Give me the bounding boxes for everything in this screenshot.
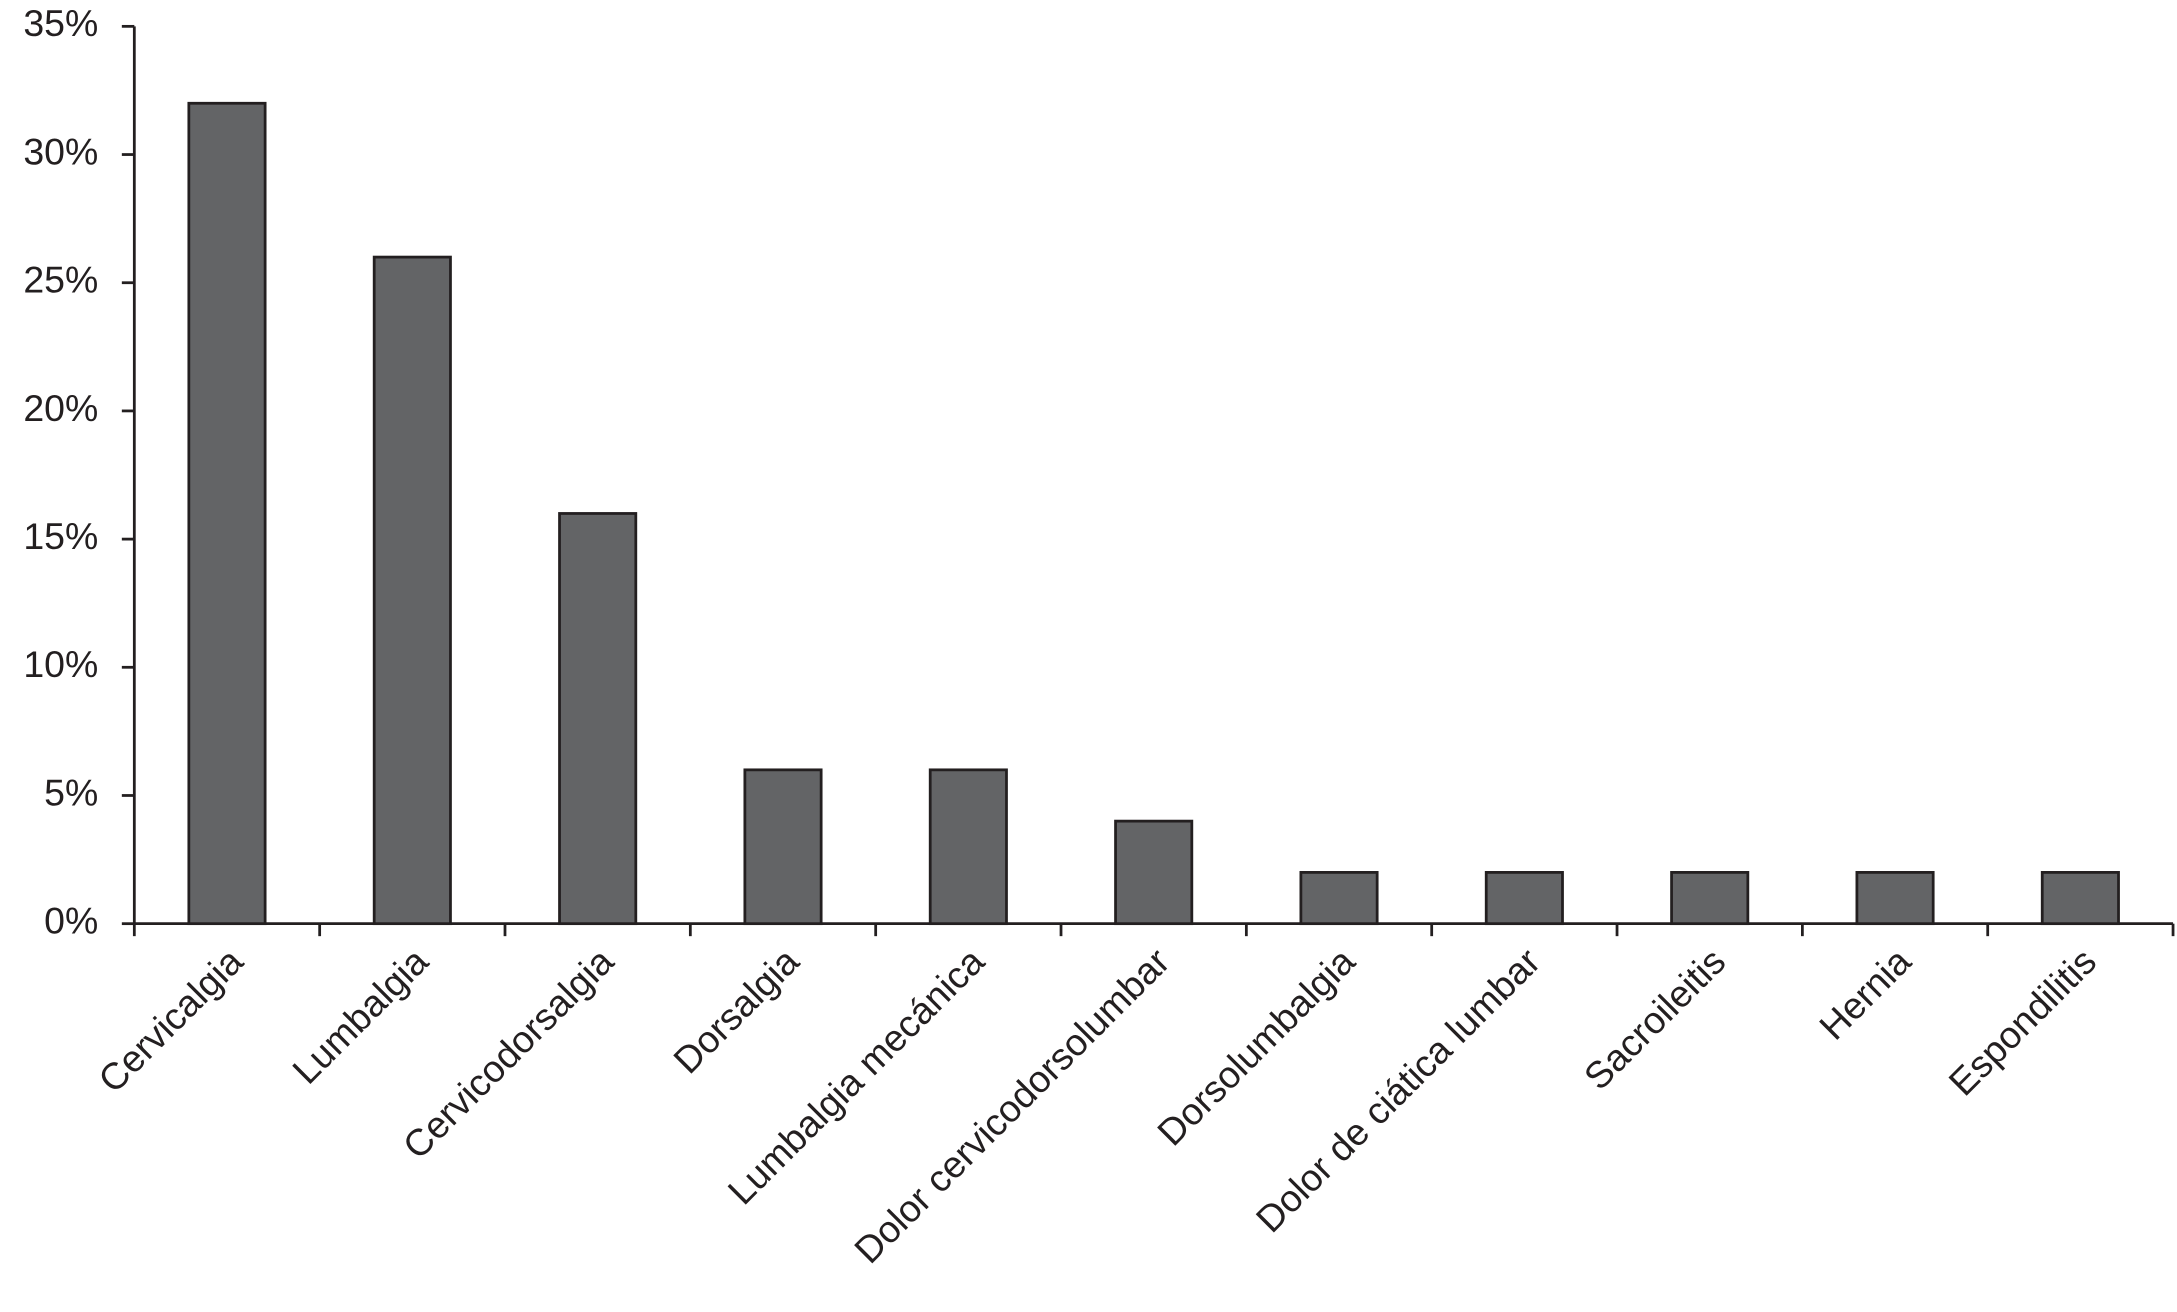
y-tick-label: 35% <box>23 2 98 44</box>
bar <box>372 255 452 926</box>
bar <box>2040 871 2120 926</box>
y-tick-label: 0% <box>44 900 98 942</box>
y-tick-label: 25% <box>23 259 98 301</box>
bar <box>743 768 823 926</box>
x-tick-label: Dolor cervicodorsolumbar <box>846 940 1177 1271</box>
bar <box>1855 871 1935 926</box>
y-tick-label: 10% <box>23 643 98 685</box>
x-tick-label: Sacroileitis <box>1576 940 1734 1098</box>
x-tick-label: Espondilitis <box>1941 940 2105 1104</box>
x-tick-label: Hernia <box>1811 940 1919 1048</box>
bar <box>928 768 1008 926</box>
bar <box>1114 819 1194 926</box>
y-tick-label: 5% <box>44 771 98 813</box>
bar <box>1299 871 1379 926</box>
y-tick-label: 20% <box>23 387 98 429</box>
x-tick-label: Lumbalgia <box>284 940 436 1092</box>
y-tick-label: 30% <box>23 130 98 172</box>
bar <box>1670 871 1750 926</box>
bar <box>187 101 267 926</box>
x-tick-label: Dorsalgia <box>665 940 807 1082</box>
x-tick-label: Dorsolumbalgia <box>1149 940 1363 1154</box>
bar <box>1484 871 1564 926</box>
y-tick-label: 15% <box>23 515 98 557</box>
bar <box>558 512 638 926</box>
x-tick-label: Cervicalgia <box>90 940 251 1101</box>
